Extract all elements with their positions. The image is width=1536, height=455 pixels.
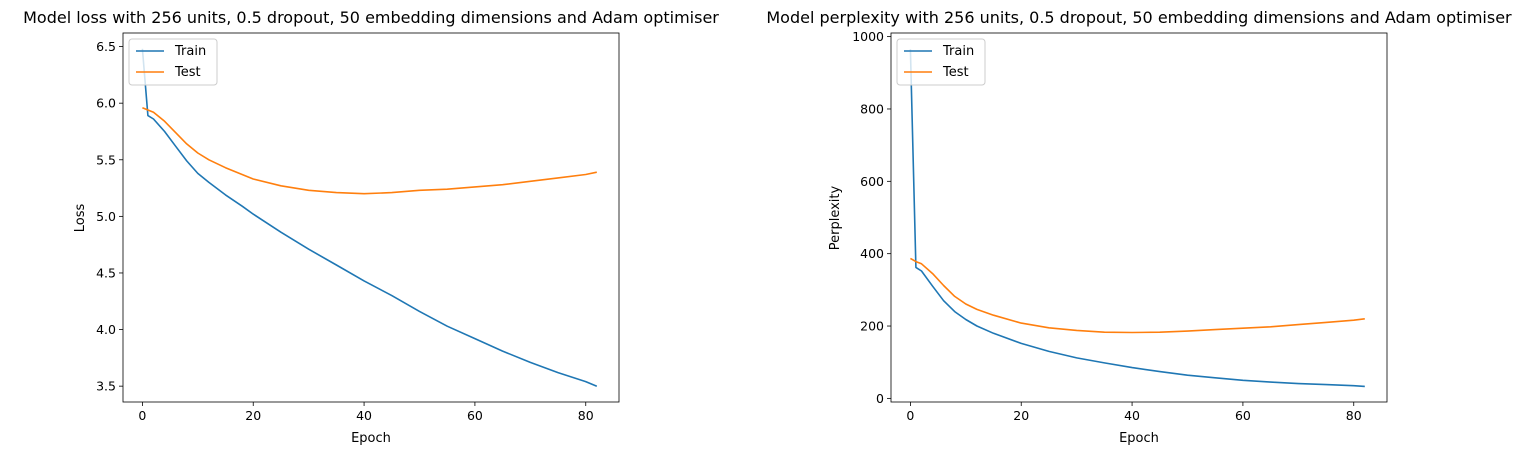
loss-y-axis-label: Loss (73, 204, 88, 233)
perplexity-y-tick-label: 800 (860, 101, 884, 116)
loss-chart: Model loss with 256 units, 0.5 dropout, … (23, 8, 719, 446)
loss-y-tick-label: 6.0 (96, 96, 116, 111)
loss-y-tick-label: 4.0 (96, 322, 116, 337)
loss-y-tick-label: 3.5 (96, 379, 116, 394)
loss-x-tick-label: 80 (578, 408, 594, 423)
perplexity-y-tick-label: 400 (860, 246, 884, 261)
perplexity-y-axis: 0 200 400 600 800 1000 (852, 29, 891, 406)
loss-chart-title: Model loss with 256 units, 0.5 dropout, … (23, 8, 719, 27)
perplexity-x-tick-label: 40 (1124, 408, 1140, 423)
perplexity-x-tick-label: 0 (906, 408, 914, 423)
loss-x-tick-label: 0 (138, 408, 146, 423)
perplexity-x-axis: 0 20 40 60 80 (906, 402, 1362, 423)
loss-test-series-line (142, 106, 597, 195)
loss-y-tick-label: 6.5 (96, 39, 116, 54)
perplexity-train-series-line (909, 49, 1365, 388)
perplexity-chart-title: Model perplexity with 256 units, 0.5 dro… (766, 8, 1512, 27)
loss-y-tick-label: 4.5 (96, 265, 116, 280)
loss-x-axis-label: Epoch (351, 431, 391, 446)
perplexity-test-series-line (909, 257, 1365, 334)
perplexity-legend-test-label: Test (942, 65, 969, 80)
loss-x-tick-label: 60 (467, 408, 483, 423)
perplexity-plot-area (890, 32, 1388, 403)
perplexity-legend: Train Test (896, 38, 986, 86)
loss-legend: Train Test (128, 38, 218, 86)
perplexity-x-tick-label: 20 (1013, 408, 1029, 423)
loss-y-axis: 3.5 4.0 4.5 5.0 5.5 6.0 6.5 (96, 39, 123, 394)
perplexity-chart: Model perplexity with 256 units, 0.5 dro… (766, 8, 1512, 446)
loss-legend-test-label: Test (174, 65, 201, 80)
perplexity-y-tick-label: 1000 (852, 29, 884, 44)
perplexity-y-tick-label: 600 (860, 174, 884, 189)
perplexity-y-axis-label: Perplexity (828, 185, 843, 250)
loss-y-tick-label: 5.0 (96, 209, 116, 224)
perplexity-x-tick-label: 80 (1346, 408, 1362, 423)
perplexity-x-tick-label: 60 (1235, 408, 1251, 423)
loss-x-tick-label: 40 (356, 408, 372, 423)
perplexity-y-tick-label: 200 (860, 319, 884, 334)
loss-x-axis: 0 20 40 60 80 (138, 402, 594, 423)
perplexity-y-tick-label: 0 (876, 391, 884, 406)
loss-x-tick-label: 20 (245, 408, 261, 423)
loss-legend-train-label: Train (174, 44, 206, 59)
loss-plot-area (122, 32, 620, 403)
perplexity-legend-train-label: Train (942, 44, 974, 59)
perplexity-x-axis-label: Epoch (1119, 431, 1159, 446)
loss-y-tick-label: 5.5 (96, 152, 116, 167)
loss-train-series-line (141, 48, 598, 387)
